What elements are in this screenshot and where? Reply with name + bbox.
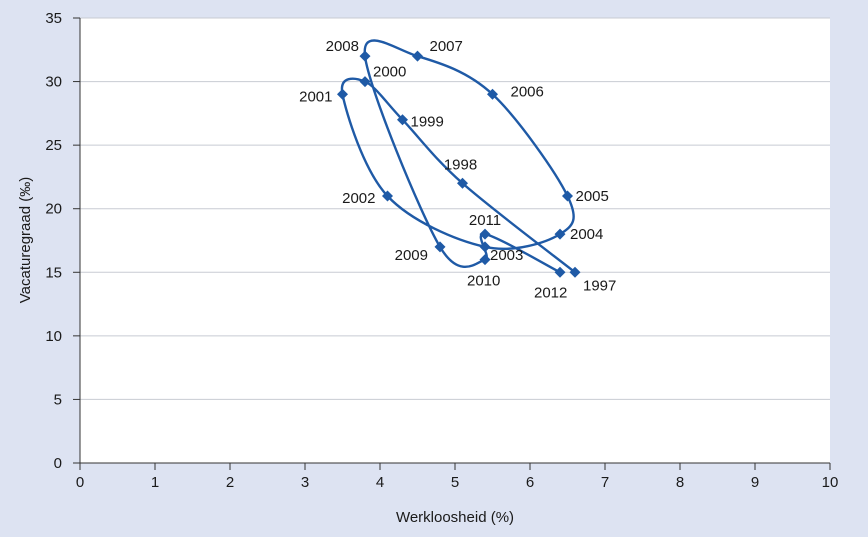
x-tick-label: 7 xyxy=(601,474,609,491)
data-point-marker xyxy=(457,177,468,189)
data-point-marker xyxy=(434,241,446,253)
y-tick-label: 25 xyxy=(45,137,62,154)
x-tick-label: 2 xyxy=(226,474,234,491)
data-point-marker xyxy=(554,266,566,278)
data-point-marker xyxy=(359,50,371,62)
data-points xyxy=(337,50,581,278)
data-point-label: 2007 xyxy=(430,38,463,55)
data-point-label: 2003 xyxy=(490,247,523,264)
data-point-label: 2005 xyxy=(576,188,609,205)
data-point-label: 2011 xyxy=(469,212,501,229)
data-point-label: 2001 xyxy=(299,88,332,105)
x-tick-label: 3 xyxy=(301,474,309,491)
data-point-marker xyxy=(382,190,393,202)
data-point-label: 2012 xyxy=(534,284,567,301)
x-tick-label: 4 xyxy=(376,474,384,491)
x-tick-label: 0 xyxy=(76,474,84,491)
y-tick-label: 10 xyxy=(45,328,62,345)
data-point-marker xyxy=(554,228,566,240)
axes: 0 5 10 15 20 25 30 35 0 1 2 3 4 5 6 7 8 9 10 xyxy=(45,10,838,491)
plot-area xyxy=(80,18,830,463)
y-axis-title: Vacaturegraad (‰) xyxy=(17,177,34,303)
x-tick-label: 10 xyxy=(822,474,839,491)
series-line xyxy=(340,39,576,274)
data-point-label: 2008 xyxy=(326,38,359,55)
data-point-label: 1999 xyxy=(411,114,444,131)
x-tick-label: 1 xyxy=(151,474,159,491)
x-tick-label: 8 xyxy=(676,474,684,491)
y-tick-label: 15 xyxy=(45,264,62,281)
data-point-marker xyxy=(479,241,491,253)
gridlines xyxy=(80,17,830,400)
y-tick-label: 20 xyxy=(45,201,62,218)
data-point-marker xyxy=(569,266,581,278)
data-point-label: 2002 xyxy=(342,190,375,207)
data-point-marker xyxy=(397,114,408,126)
data-point-marker xyxy=(337,88,348,100)
data-point-label: 2006 xyxy=(511,83,544,100)
data-point-marker xyxy=(412,50,423,62)
data-point-marker xyxy=(487,88,498,100)
data-point-marker xyxy=(479,254,491,266)
y-tick-label: 5 xyxy=(54,391,62,408)
data-point-marker xyxy=(562,190,573,202)
x-axis-title: Werkloosheid (%) xyxy=(396,509,514,526)
data-point-marker xyxy=(359,76,371,88)
data-point-label: 2004 xyxy=(570,226,603,243)
x-tick-label: 6 xyxy=(526,474,534,491)
data-point-label: 2009 xyxy=(395,247,428,264)
x-tick-label: 5 xyxy=(451,474,459,491)
data-point-label: 1997 xyxy=(583,277,616,294)
x-tick-label: 9 xyxy=(751,474,759,491)
data-point-label: 2010 xyxy=(467,273,500,290)
y-tick-label: 35 xyxy=(45,10,62,27)
series-path xyxy=(340,39,576,274)
data-point-marker xyxy=(479,228,491,240)
y-tick-label: 30 xyxy=(45,74,62,91)
point-labels: 1997 1998 1999 2000 2001 2002 2003 2004 2005 2006… xyxy=(299,38,616,301)
y-tick-label: 0 xyxy=(54,455,62,472)
data-point-label: 2000 xyxy=(373,64,406,81)
data-point-label: 1998 xyxy=(444,156,477,173)
